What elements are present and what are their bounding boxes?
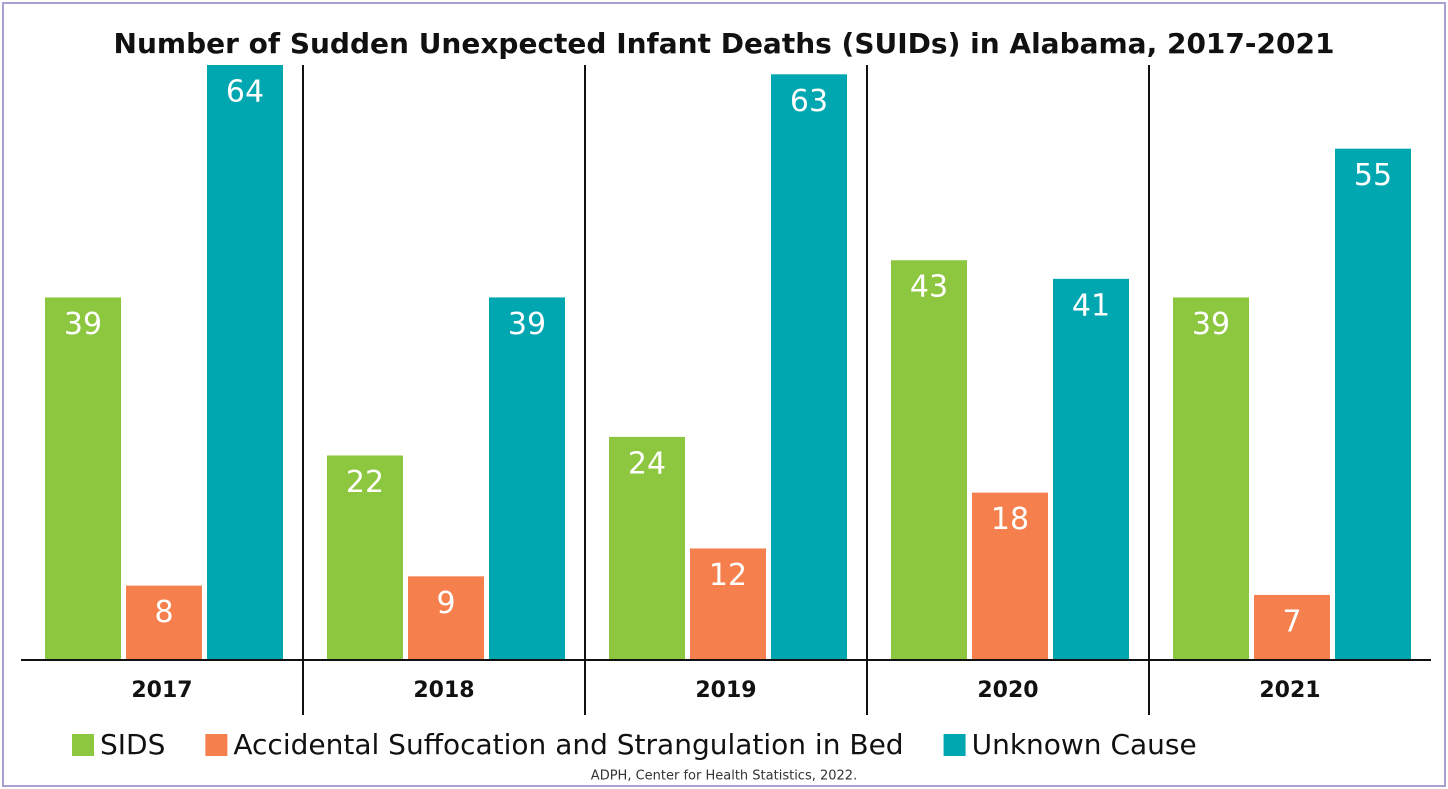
data-label: 39 (64, 307, 102, 342)
data-label: 18 (991, 502, 1029, 537)
data-label: 22 (346, 465, 384, 500)
bar (1173, 297, 1249, 660)
data-label: 8 (154, 595, 173, 630)
bar (408, 576, 484, 660)
bar (690, 548, 766, 660)
data-label: 24 (628, 446, 666, 481)
legend-label: SIDS (100, 728, 165, 761)
data-label: 12 (709, 558, 747, 593)
data-label: 39 (508, 307, 546, 342)
x-tick-label: 2020 (977, 678, 1038, 703)
bar (207, 65, 283, 660)
bar (609, 436, 685, 660)
bar (489, 297, 565, 660)
bar (126, 585, 202, 660)
data-label: 7 (1282, 604, 1301, 639)
data-label: 9 (436, 586, 455, 621)
bar (1053, 278, 1129, 660)
bar (771, 74, 847, 660)
bar (45, 297, 121, 660)
bar (891, 260, 967, 660)
data-label: 55 (1354, 158, 1392, 193)
data-label: 64 (226, 75, 264, 110)
chart-title: Number of Sudden Unexpected Infant Death… (114, 27, 1335, 60)
x-tick-label: 2018 (413, 678, 474, 703)
data-label: 41 (1072, 288, 1110, 323)
data-label: 63 (790, 84, 828, 119)
data-label: 43 (910, 270, 948, 305)
bar (1254, 594, 1330, 660)
legend-label: Unknown Cause (972, 728, 1197, 761)
legend-swatch (943, 734, 966, 756)
source-note: ADPH, Center for Health Statistics, 2022… (591, 769, 857, 784)
legend-swatch (205, 734, 228, 756)
x-tick-label: 2017 (131, 678, 192, 703)
x-tick-label: 2019 (695, 678, 756, 703)
legend-swatch (72, 734, 94, 756)
bar (1335, 148, 1411, 660)
x-tick-label: 2021 (1259, 678, 1320, 703)
data-label: 39 (1192, 307, 1230, 342)
legend-label: Accidental Suffocation and Strangulation… (233, 728, 903, 761)
bar (972, 492, 1048, 660)
bar (327, 455, 403, 660)
